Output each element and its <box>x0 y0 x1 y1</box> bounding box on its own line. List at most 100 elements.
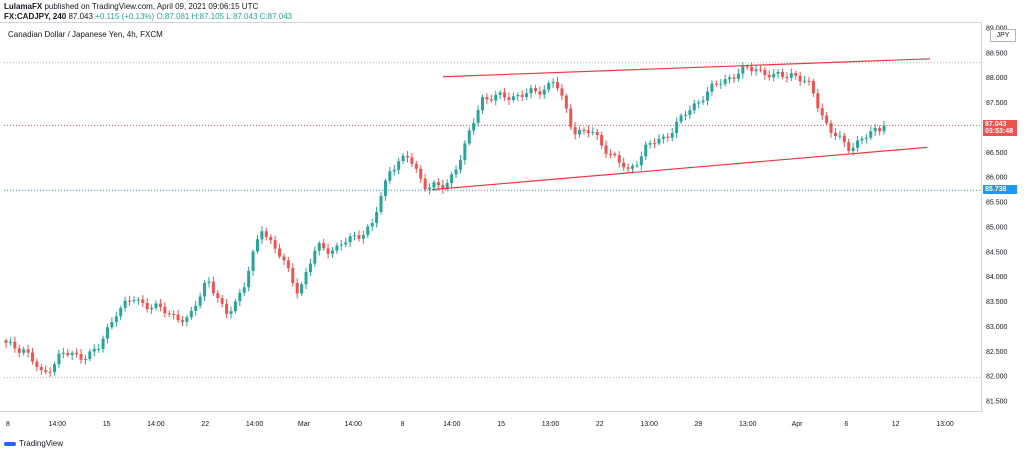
candle-body <box>388 171 392 181</box>
candle-body <box>608 153 612 155</box>
candle-body <box>35 361 39 368</box>
y-tick-label: 88.500 <box>986 50 1008 57</box>
x-tick-label: 22 <box>596 421 604 428</box>
candle-body <box>706 91 710 101</box>
x-tick-label: Mar <box>298 421 311 428</box>
candle-body <box>141 299 145 304</box>
candle-body <box>520 95 524 97</box>
y-tick-label: 85.500 <box>986 200 1008 207</box>
candle-body <box>313 250 317 264</box>
candle-body <box>114 316 118 323</box>
candle-body <box>670 133 674 138</box>
candle-body <box>397 161 401 170</box>
candle-body <box>463 143 467 160</box>
price-change: +0.115 (+0.13%) <box>95 12 155 21</box>
y-tick-label: 83.500 <box>986 299 1008 306</box>
candle-body <box>833 132 837 136</box>
candle-body <box>423 178 427 190</box>
candle-body <box>370 223 374 227</box>
candle-body <box>454 169 458 175</box>
candle-body <box>158 303 162 307</box>
candle-body <box>229 311 233 314</box>
x-tick-label: 13:00 <box>542 421 560 428</box>
candle-body <box>864 137 868 139</box>
published-info: published on TradingView.com, April 09, … <box>44 2 259 11</box>
candle-body <box>573 127 577 135</box>
candle-body <box>503 92 507 98</box>
candle-body <box>441 185 445 190</box>
candle-body <box>745 66 749 68</box>
x-tick-label: 29 <box>695 421 703 428</box>
candle-body <box>119 307 123 317</box>
candle-body <box>688 110 692 115</box>
candle-body <box>838 135 842 137</box>
candle-body <box>847 142 851 151</box>
candle-body <box>551 82 555 84</box>
candle-body <box>13 341 17 349</box>
candle-body <box>136 299 140 301</box>
candle-body <box>538 91 542 95</box>
candle-body <box>542 89 546 95</box>
candle-body <box>511 96 515 101</box>
candle-body <box>83 358 87 360</box>
candle-body <box>375 211 379 224</box>
y-tick-label: 83.000 <box>986 324 1008 331</box>
candle-body <box>736 73 740 79</box>
candle-body <box>410 157 414 164</box>
candle-body <box>467 130 471 144</box>
candle-body <box>710 83 714 92</box>
candle-body <box>17 348 21 353</box>
candle-body <box>873 127 877 132</box>
y-tick-label: 82.500 <box>986 349 1008 356</box>
candle-body <box>498 92 502 96</box>
x-tick-label: 13:00 <box>739 421 757 428</box>
candle-body <box>789 73 793 78</box>
candle-body <box>22 349 26 353</box>
candle-body <box>666 136 670 138</box>
candle-body <box>238 292 242 302</box>
x-tick-label: Apr <box>792 421 804 428</box>
x-tick-label: 8 <box>401 421 405 428</box>
candle-body <box>635 165 639 167</box>
candle-body <box>194 305 198 311</box>
tradingview-logo[interactable]: TradingView <box>4 439 63 448</box>
candle-body <box>97 348 101 350</box>
candle-body <box>39 367 43 371</box>
candle-body <box>344 242 348 245</box>
candle-body <box>154 303 158 308</box>
candle-body <box>251 251 255 271</box>
candle-body <box>145 303 149 310</box>
x-tick-label: 6 <box>844 421 848 428</box>
candle-body <box>644 144 648 157</box>
x-tick-label: 13:00 <box>936 421 954 428</box>
x-tick-label: 8 <box>6 421 10 428</box>
candle-body <box>242 287 246 293</box>
y-tick-label: 88.000 <box>986 75 1008 82</box>
candle-body <box>282 256 286 261</box>
candle-body <box>776 71 780 74</box>
candle-body <box>781 71 785 77</box>
x-tick-label: 14:00 <box>443 421 461 428</box>
candle-body <box>600 134 604 146</box>
symbol-label: FX:CADJPY, 240 <box>4 12 67 21</box>
brand-name: TradingView <box>19 439 64 448</box>
candle-body <box>163 306 167 314</box>
y-tick-label: 86.500 <box>986 150 1008 157</box>
candle-body <box>697 102 701 104</box>
candle-body <box>529 88 533 94</box>
x-tick-label: 15 <box>497 421 505 428</box>
candle-body <box>595 131 599 135</box>
candle-body <box>419 168 423 179</box>
candle-body <box>247 270 251 288</box>
candle-body <box>741 66 745 74</box>
candle-body <box>339 244 343 246</box>
candle-body <box>150 307 154 310</box>
candle-body <box>445 183 449 190</box>
candle-body <box>291 268 295 283</box>
candle-body <box>264 231 268 237</box>
candle-body <box>613 153 617 156</box>
candle-body <box>811 80 815 94</box>
candle-body <box>622 162 626 168</box>
y-tick-label: 87.500 <box>986 100 1008 107</box>
